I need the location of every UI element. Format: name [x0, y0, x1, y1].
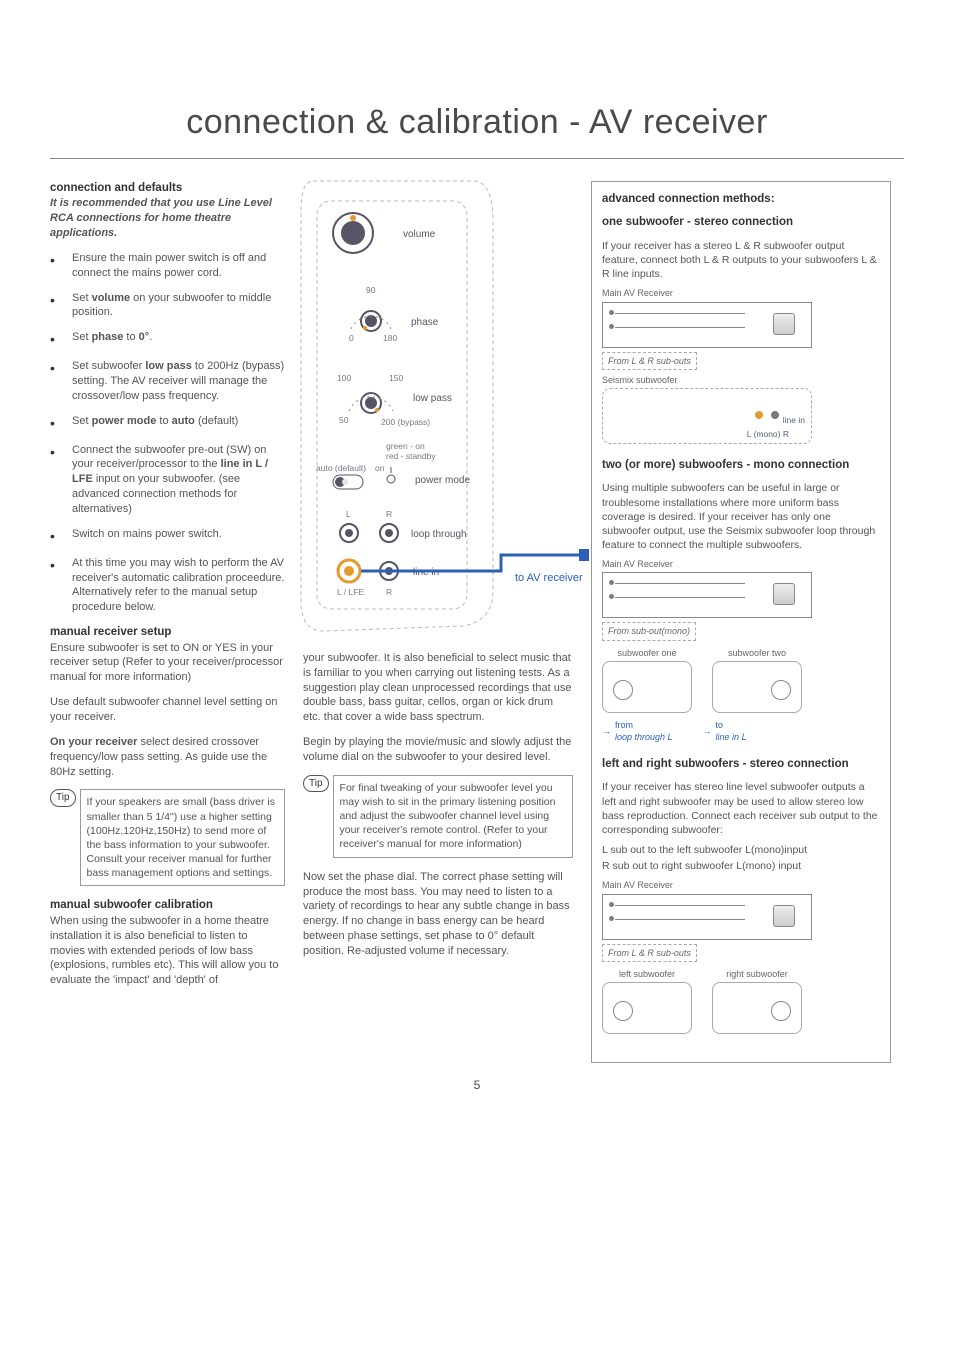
svg-text:power mode: power mode: [415, 475, 470, 486]
tip-1: Tip If your speakers are small (bass dri…: [50, 789, 285, 886]
svg-text:L: L: [346, 509, 351, 519]
svg-text:on: on: [375, 463, 385, 473]
sub-two: [712, 661, 802, 713]
s3-from: From L & R sub-outs: [602, 944, 697, 962]
svg-text:90: 90: [366, 285, 376, 295]
list-item: Set phase to 0°.: [50, 330, 285, 349]
svg-text:auto (default): auto (default): [316, 463, 366, 473]
svg-text:red - standby: red - standby: [386, 451, 436, 461]
s3-heading: left and right subwoofers - stereo conne…: [602, 757, 880, 773]
svg-text:volume: volume: [403, 229, 436, 240]
svg-text:150: 150: [389, 373, 403, 383]
column-middle: volume 0 90 180 phase 50: [303, 181, 573, 1063]
svg-text:loop through: loop through: [411, 529, 467, 540]
list-item: Set volume on your subwoofer to middle p…: [50, 291, 285, 321]
columns: connection and defaults It is recommende…: [50, 181, 904, 1063]
sub-one: [602, 661, 692, 713]
manual-receiver-p2: Use default subwoofer channel level sett…: [50, 695, 285, 725]
mid-p1: your subwoofer. It is also beneficial to…: [303, 651, 573, 725]
s1-diagram: Main AV Receiver From L & R sub-outs Sei…: [602, 287, 880, 443]
s1-heading: one subwoofer - stereo connection: [602, 215, 880, 231]
svg-text:green - on: green - on: [386, 441, 425, 451]
svg-text:low pass: low pass: [413, 393, 452, 404]
svg-text:R: R: [386, 509, 392, 519]
manual-sub-heading: manual subwoofer calibration: [50, 898, 285, 914]
list-item: Connect the subwoofer pre-out (SW) on yo…: [50, 443, 285, 517]
s2-from: From sub-out(mono): [602, 622, 696, 640]
page-title: connection & calibration - AV receiver: [50, 100, 904, 159]
manual-receiver-p1: Ensure subwoofer is set to ON or YES in …: [50, 641, 285, 686]
svg-text:R: R: [386, 587, 392, 597]
sub-right: [712, 982, 802, 1034]
subwoofer-panel-svg: volume 0 90 180 phase 50: [283, 171, 603, 641]
sub-shape: line in L (mono) R: [602, 388, 812, 444]
s2-heading: two (or more) subwoofers - mono connecti…: [602, 458, 880, 474]
svg-text:L / LFE: L / LFE: [337, 587, 364, 597]
tip-2-text: For final tweaking of your subwoofer lev…: [333, 775, 573, 858]
s3-l: L sub out to the left subwoofer L(mono)i…: [602, 843, 880, 857]
list-item: Ensure the main power switch is off and …: [50, 251, 285, 281]
receiver-box: [602, 894, 812, 940]
tip-badge: Tip: [303, 775, 329, 793]
s3-text: If your receiver has stereo line level s…: [602, 780, 880, 837]
s1-from: From L & R sub-outs: [602, 352, 697, 370]
connection-defaults-heading: connection and defaults: [50, 181, 285, 197]
advanced-methods-panel: advanced connection methods: one subwoof…: [591, 181, 891, 1063]
manual-sub-p1: When using the subwoofer in a home theat…: [50, 914, 285, 988]
column-left: connection and defaults It is recommende…: [50, 181, 285, 1063]
s2-diagram: Main AV Receiver From sub-out(mono) subw…: [602, 558, 880, 743]
svg-text:0: 0: [349, 333, 354, 343]
manual-receiver-p3: On your receiver select desired crossove…: [50, 735, 285, 780]
list-item: Set subwoofer low pass to 200Hz (bypass)…: [50, 359, 285, 404]
svg-text:200 (bypass): 200 (bypass): [381, 417, 430, 427]
defaults-list: Ensure the main power switch is off and …: [50, 251, 285, 615]
column-right: advanced connection methods: one subwoof…: [591, 181, 891, 1063]
subwoofer-panel-diagram: volume 0 90 180 phase 50: [303, 181, 573, 651]
page-number: 5: [50, 1077, 904, 1093]
list-item: Switch on mains power switch.: [50, 527, 285, 546]
s3-r: R sub out to right subwoofer L(mono) inp…: [602, 859, 880, 873]
tip-1-text: If your speakers are small (bass driver …: [80, 789, 285, 886]
svg-text:to AV receiver: to AV receiver: [515, 572, 583, 584]
manual-receiver-heading: manual receiver setup: [50, 625, 285, 641]
tip-badge: Tip: [50, 789, 76, 807]
list-item: At this time you may wish to perform the…: [50, 556, 285, 615]
s2-text: Using multiple subwoofers can be useful …: [602, 481, 880, 552]
sub-left: [602, 982, 692, 1034]
tip-2: Tip For final tweaking of your subwoofer…: [303, 775, 573, 858]
svg-text:180: 180: [383, 333, 397, 343]
page: connection & calibration - AV receiver c…: [0, 0, 954, 1113]
receiver-box: [602, 302, 812, 348]
receiver-box: [602, 572, 812, 618]
svg-text:100: 100: [337, 373, 351, 383]
mid-p2: Begin by playing the movie/music and slo…: [303, 735, 573, 765]
svg-text:phase: phase: [411, 317, 439, 328]
list-item: Set power mode to auto (default): [50, 414, 285, 433]
svg-text:50: 50: [339, 415, 349, 425]
mid-p3: Now set the phase dial. The correct phas…: [303, 870, 573, 959]
s1-text: If your receiver has a stereo L & R subw…: [602, 239, 880, 282]
connection-intro: It is recommended that you use Line Leve…: [50, 196, 285, 241]
s3-diagram: Main AV Receiver From L & R sub-outs lef…: [602, 879, 880, 1033]
advanced-heading: advanced connection methods:: [602, 192, 880, 208]
